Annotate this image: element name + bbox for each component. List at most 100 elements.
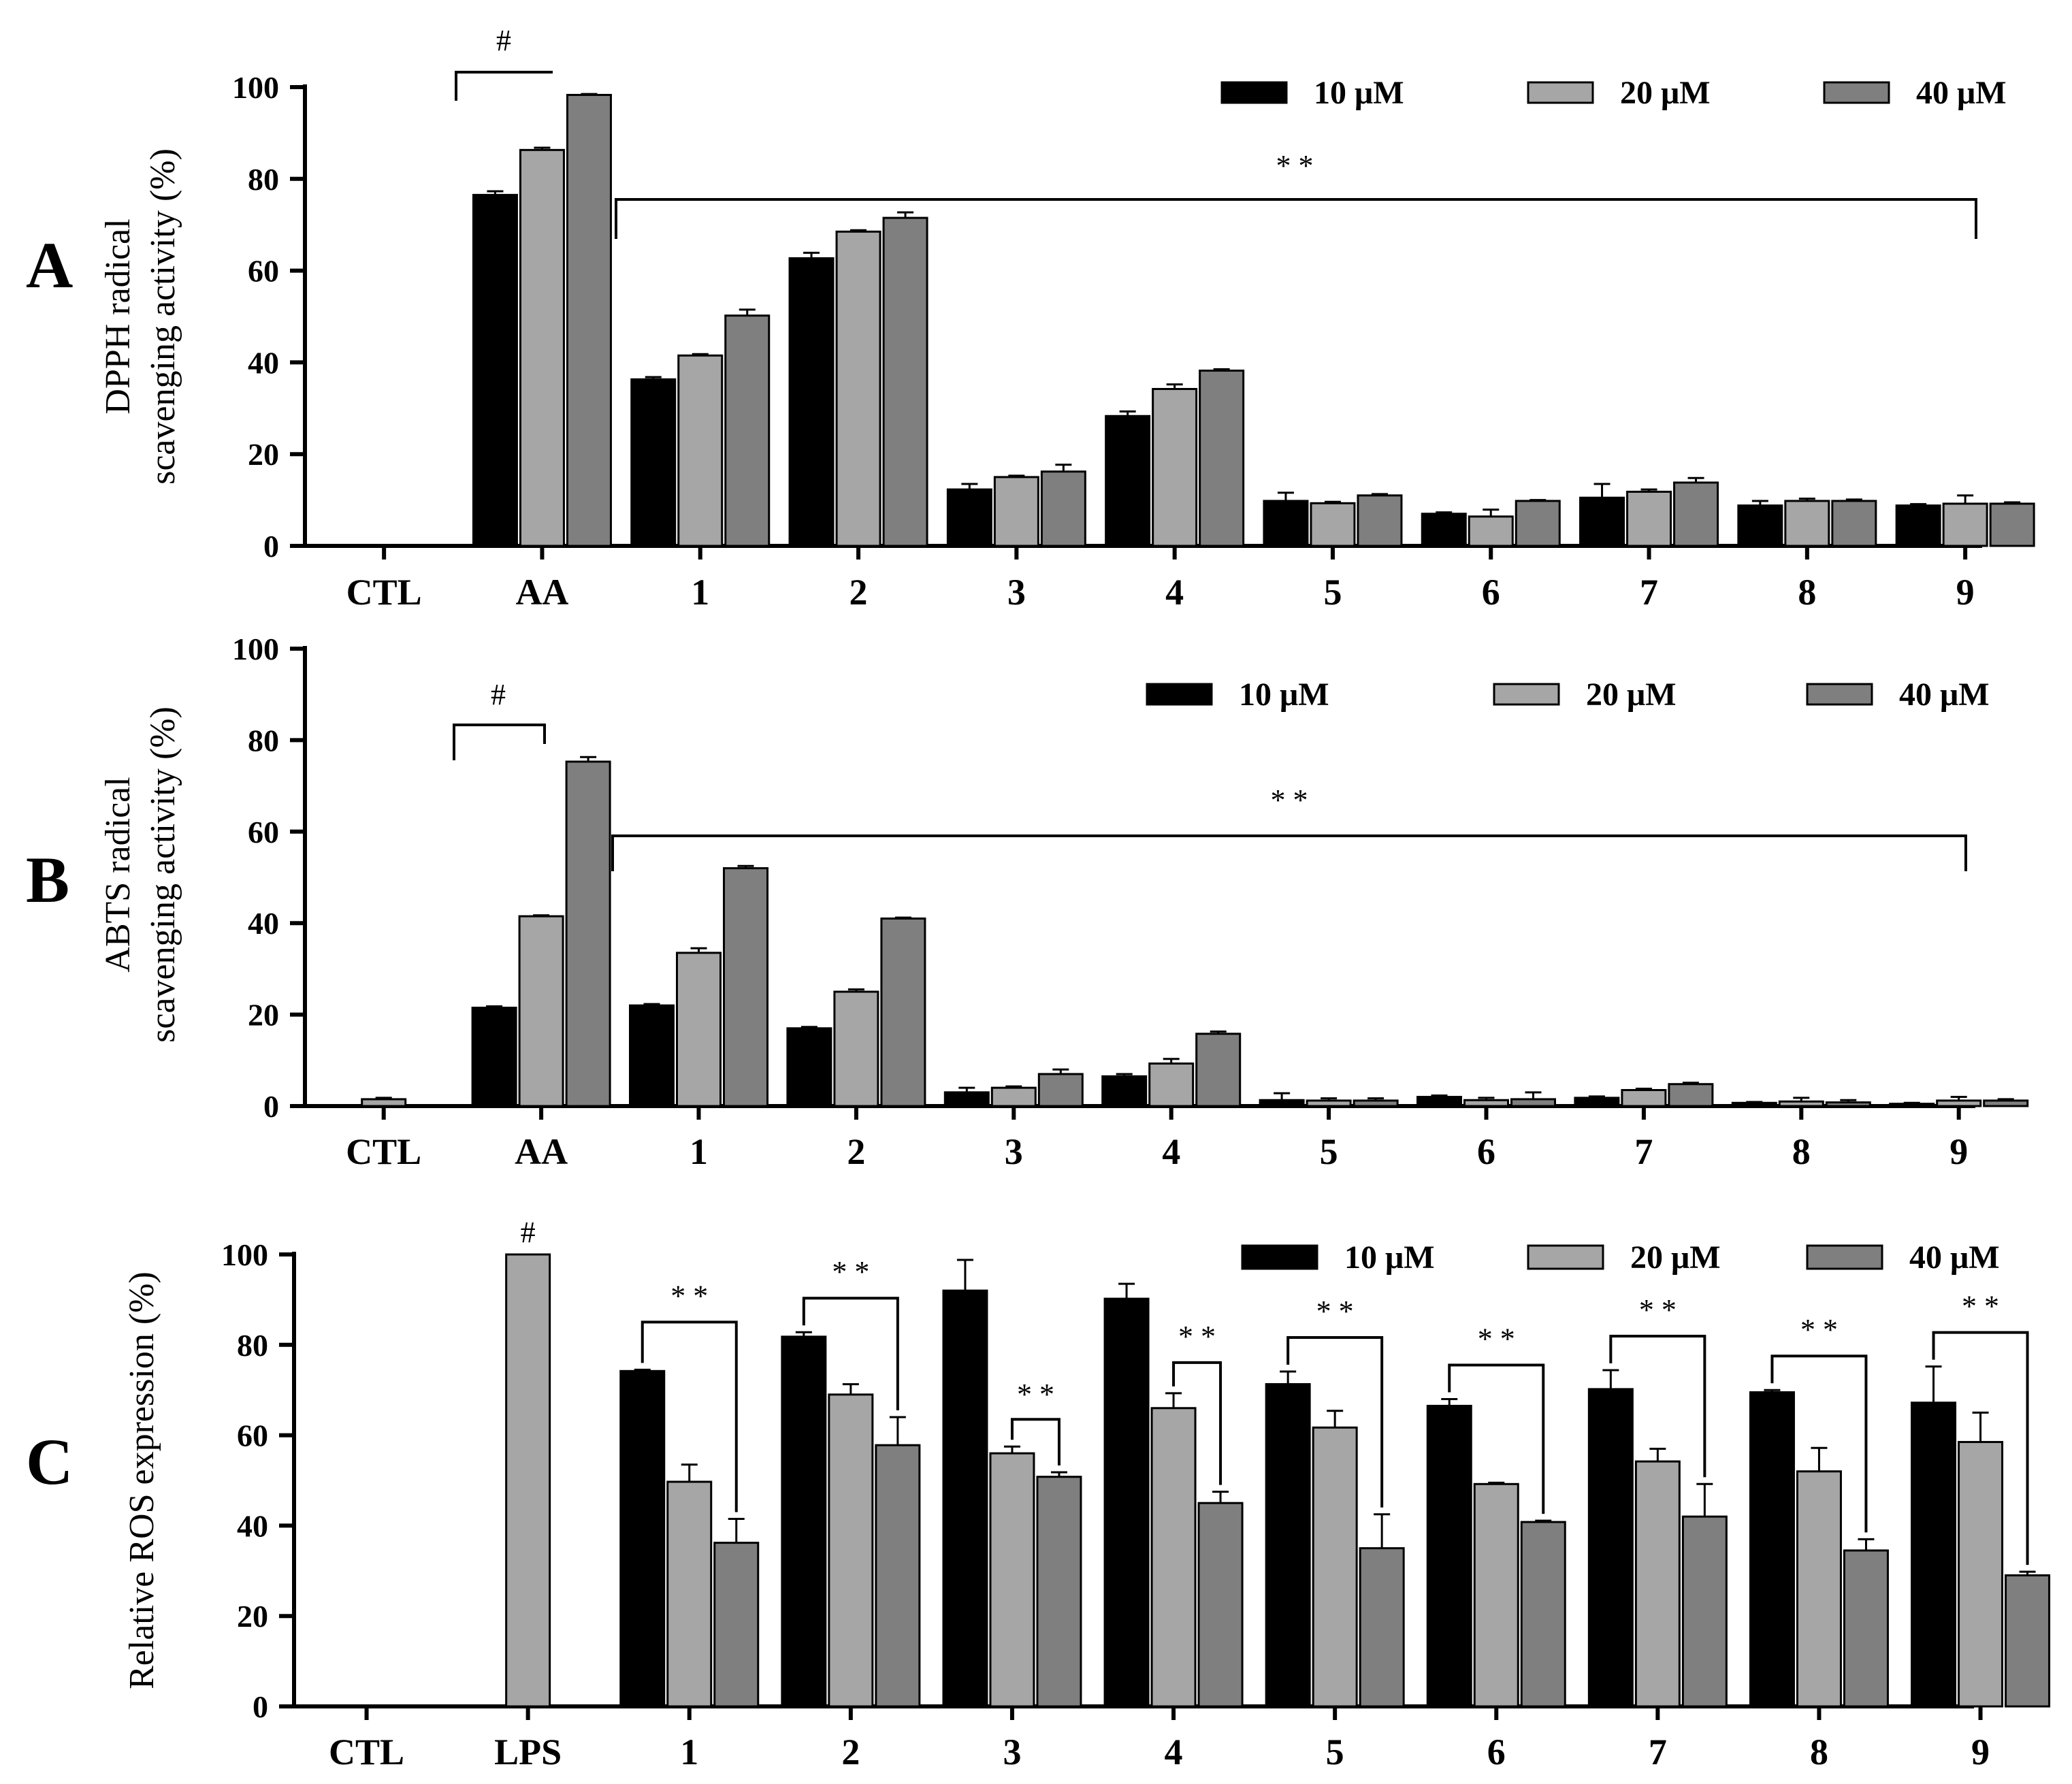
significance-bracket [1770, 1355, 1868, 1533]
bar [630, 378, 677, 547]
significance-stars: * * [1962, 1290, 1999, 1323]
y-tick-label: 0 [253, 1689, 268, 1724]
legend-swatch [1806, 683, 1873, 706]
bar [1579, 496, 1625, 547]
bar [989, 1452, 1035, 1708]
panel-label: C [26, 1425, 73, 1498]
significance-stars: * * [1316, 1295, 1354, 1328]
bar [943, 1091, 990, 1107]
bar [666, 1480, 713, 1708]
bar [1101, 1075, 1148, 1107]
y-tick-label: 20 [248, 998, 279, 1033]
bar [2005, 1574, 2051, 1708]
legend-swatch [1527, 81, 1594, 104]
legend-label: 10 μM [1314, 75, 1404, 111]
x-tick-label: 9 [1949, 1131, 1968, 1172]
bar [1895, 504, 1941, 547]
bar [1152, 387, 1198, 547]
bar [1306, 1099, 1352, 1107]
significance-bracket [453, 724, 546, 760]
y-tick-label: 100 [232, 632, 279, 666]
significance-stars: * * [1276, 149, 1314, 182]
x-tick-label: 4 [1165, 572, 1184, 613]
significance-hash: # [521, 1216, 536, 1249]
bar [788, 257, 835, 547]
significance-stars: * * [1178, 1320, 1216, 1353]
bar [786, 1027, 832, 1107]
bar [1473, 1482, 1519, 1708]
bar [1626, 490, 1672, 547]
x-tick-label: 3 [1007, 572, 1026, 613]
bar [942, 1289, 988, 1708]
significance-bracket [615, 198, 1977, 239]
significance-bracket [1172, 1361, 1223, 1485]
x-tick-label: 2 [849, 572, 868, 613]
bar [1105, 415, 1151, 547]
bar [677, 354, 724, 547]
y-axis-label: scavenging activity (%) [144, 148, 182, 485]
legend-swatch [1146, 683, 1213, 706]
x-tick-label: 8 [1810, 1732, 1828, 1772]
bar [1259, 1099, 1305, 1107]
x-tick-label: 5 [1326, 1732, 1344, 1772]
bar [781, 1335, 827, 1708]
bar [1421, 513, 1467, 547]
significance-bracket [641, 1320, 738, 1512]
bar [676, 952, 722, 1107]
x-tick-label: 5 [1320, 1131, 1338, 1172]
x-tick-label: 4 [1162, 1131, 1180, 1172]
bar [1587, 1388, 1634, 1708]
legend-label: 40 μM [1916, 75, 2007, 111]
y-axis-label: Relative ROS expression (%) [123, 1271, 161, 1689]
bar [1463, 1099, 1509, 1107]
y-tick-label: 20 [248, 437, 279, 472]
y-tick-label: 60 [248, 254, 279, 289]
y-tick-label: 40 [248, 906, 279, 941]
bar [1936, 1099, 1982, 1107]
bar [1510, 1098, 1556, 1107]
bar [1889, 1103, 1935, 1107]
bar [518, 915, 564, 1107]
bar [1749, 1391, 1795, 1708]
x-tick-label: 6 [1482, 572, 1500, 613]
x-tick-label: 1 [691, 572, 709, 613]
bar [1353, 1099, 1399, 1107]
x-tick-label: 7 [1634, 1131, 1653, 1172]
bar [833, 990, 879, 1107]
significance-stars: * * [1478, 1322, 1515, 1355]
panel-label: A [26, 229, 73, 302]
significance-stars: * * [1271, 783, 1308, 817]
y-tick-label: 40 [237, 1508, 268, 1543]
x-tick-label: 8 [1798, 572, 1816, 613]
significance-stars: * * [670, 1279, 708, 1312]
bar [1263, 500, 1309, 547]
bar [1103, 1297, 1150, 1708]
bar [993, 476, 1039, 547]
bar [828, 1393, 874, 1708]
y-tick-label: 0 [263, 529, 279, 564]
bar [1357, 494, 1403, 547]
legend-label: 20 μM [1586, 677, 1677, 713]
significance-bracket [1010, 1418, 1061, 1466]
significance-bracket [611, 834, 1967, 871]
y-axis-label: scavenging activity (%) [144, 707, 182, 1043]
legend-label: 10 μM [1344, 1239, 1435, 1276]
x-tick-label: CTL [346, 572, 422, 613]
bar [1199, 370, 1245, 547]
bar [505, 1253, 551, 1708]
significance-bracket [1448, 1363, 1545, 1514]
bar [1265, 1383, 1311, 1708]
bar [1634, 1460, 1681, 1708]
bar [1197, 1502, 1244, 1708]
bar [723, 867, 768, 1107]
bar [835, 230, 881, 547]
chart-panel-b: 0 20 40 60 80 100 CTL AA 1 2 3 4 5 6 7 8 9 B ABTS radical s… [26, 632, 2029, 1172]
x-tick-label: 4 [1165, 1732, 1183, 1772]
x-tick-label: 1 [690, 1131, 708, 1172]
bar [1150, 1407, 1197, 1708]
bar [519, 148, 565, 547]
bar [1942, 502, 1988, 547]
chart-panel-a: 0 20 40 60 80 100 CTL AA 1 2 3 4 5 6 7 8 9 A DPPH radical s… [26, 24, 2035, 613]
bar [1515, 500, 1561, 547]
